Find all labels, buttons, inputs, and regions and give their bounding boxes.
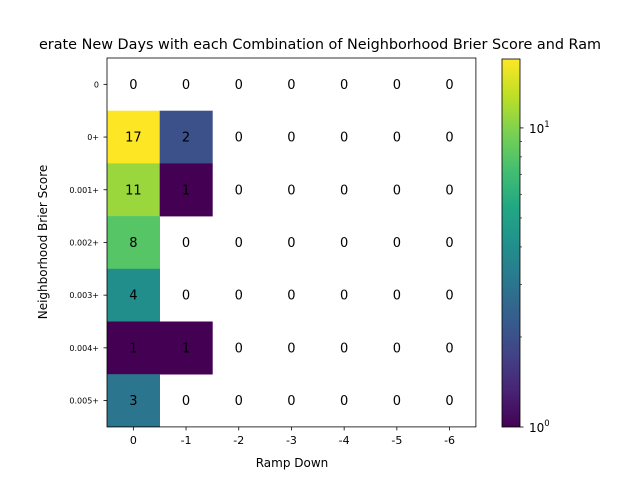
cell-value-label: 11 xyxy=(125,183,142,198)
cell-value-label: 0 xyxy=(393,78,401,93)
cell-value-label: 4 xyxy=(129,289,137,304)
heatmap-cell xyxy=(107,163,160,217)
cell-value-label: 0 xyxy=(235,341,243,356)
cell-value-label: 0 xyxy=(445,394,453,409)
cell-value-label: 0 xyxy=(340,78,348,93)
cell-value-label: 0 xyxy=(340,289,348,304)
y-tick-label: 0.003+ xyxy=(69,291,99,300)
cell-value-label: 0 xyxy=(445,289,453,304)
heatmap-cell xyxy=(107,110,160,164)
cell-value-label: 0 xyxy=(287,394,295,409)
cell-value-label: 0 xyxy=(182,78,190,93)
cell-value-label: 2 xyxy=(182,131,190,146)
x-tick-label: -1 xyxy=(181,434,192,447)
cell-value-label: 0 xyxy=(182,394,190,409)
y-axis-label: Neighborhood Brier Score xyxy=(36,165,50,320)
cell-value-label: 0 xyxy=(445,78,453,93)
y-tick-label: 0+ xyxy=(87,133,99,142)
heatmap-cell xyxy=(107,321,160,375)
cell-value-label: 0 xyxy=(340,394,348,409)
cell-value-label: 0 xyxy=(393,341,401,356)
cell-value-label: 1 xyxy=(129,341,137,356)
colorbar-frame xyxy=(501,58,521,428)
y-tick-label: 0.004+ xyxy=(69,344,99,353)
cell-value-label: 0 xyxy=(235,131,243,146)
colorbar-gradient xyxy=(502,59,520,427)
cell-value-label: 0 xyxy=(393,289,401,304)
x-axis-label: Ramp Down xyxy=(256,456,329,470)
cell-value-label: 0 xyxy=(235,236,243,251)
cell-value-label: 17 xyxy=(125,131,142,146)
cell-value-label: 0 xyxy=(235,289,243,304)
x-tick-label: -3 xyxy=(286,434,297,447)
y-tick-label: 0.001+ xyxy=(69,186,99,195)
y-tick-label: 0 xyxy=(94,80,99,89)
cell-value-label: 1 xyxy=(182,341,190,356)
cell-value-label: 0 xyxy=(182,236,190,251)
cell-value-label: 0 xyxy=(287,131,295,146)
cell-value-label: 0 xyxy=(393,183,401,198)
cell-value-label: 0 xyxy=(445,183,453,198)
x-tick-label: -2 xyxy=(233,434,244,447)
cell-value-label: 8 xyxy=(129,236,137,251)
cell-value-label: 0 xyxy=(340,131,348,146)
cell-value-label: 0 xyxy=(445,236,453,251)
heatmap-cell xyxy=(107,216,160,270)
cell-value-label: 0 xyxy=(287,236,295,251)
cell-value-label: 0 xyxy=(393,131,401,146)
x-tick-label: 0 xyxy=(130,434,137,447)
cell-value-label: 0 xyxy=(393,394,401,409)
cell-value-label: 0 xyxy=(340,341,348,356)
cell-value-label: 0 xyxy=(340,183,348,198)
colorbar-tick-label: 101 xyxy=(529,120,550,136)
x-tick-label: -5 xyxy=(391,434,402,447)
colorbar-tick-label: 100 xyxy=(529,419,550,435)
y-tick-label: 0.005+ xyxy=(69,397,99,406)
cell-value-label: 0 xyxy=(393,236,401,251)
heatmap-cell xyxy=(107,268,160,322)
cell-value-label: 0 xyxy=(129,78,137,93)
cell-value-label: 3 xyxy=(129,394,137,409)
cell-value-label: 1 xyxy=(182,183,190,198)
cell-value-label: 0 xyxy=(287,341,295,356)
heatmap-cell xyxy=(159,321,213,375)
colorbar: 100 101 xyxy=(501,58,550,435)
x-tick-label: -6 xyxy=(444,434,455,447)
cell-value-label: 0 xyxy=(235,394,243,409)
heatmap-cell xyxy=(107,374,160,428)
cell-value-label: 0 xyxy=(340,236,348,251)
x-tick-label: -4 xyxy=(339,434,350,447)
cell-value-label: 0 xyxy=(182,289,190,304)
cell-value-label: 0 xyxy=(445,131,453,146)
plot-area: 0 0 0 0 0 0 017 2 0 0 0 0 011 1 0 0 0 0 08 0 0 0 0 0 04 0 0 0 0 0 01 1 0… xyxy=(69,57,477,447)
cell-value-label: 0 xyxy=(287,289,295,304)
cell-value-label: 0 xyxy=(287,78,295,93)
cell-value-label: 0 xyxy=(235,183,243,198)
chart-title: erate New Days with each Combination of … xyxy=(39,37,601,53)
cell-value-label: 0 xyxy=(235,78,243,93)
cell-value-label: 0 xyxy=(287,183,295,198)
heatmap-cell xyxy=(159,163,213,217)
heatmap-cell xyxy=(159,110,213,164)
cell-value-label: 0 xyxy=(445,341,453,356)
y-tick-label: 0.002+ xyxy=(69,238,99,247)
